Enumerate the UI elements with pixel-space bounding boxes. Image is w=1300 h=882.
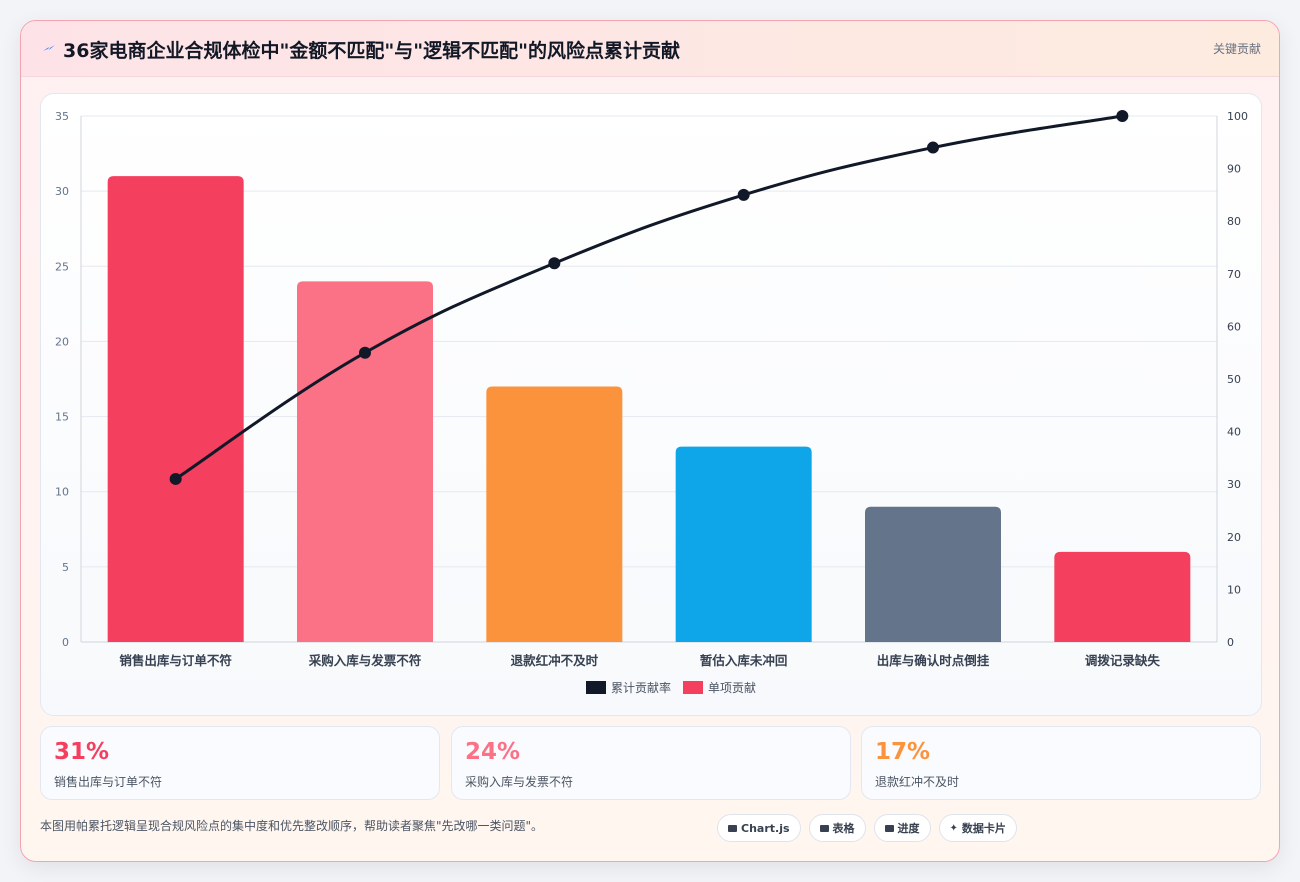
legend-swatch-line: [586, 681, 606, 694]
cumulative-point: [359, 346, 371, 359]
y-tick-left: 30: [55, 185, 69, 198]
y-tick-right: 60: [1227, 320, 1241, 333]
stat-value: 31%: [54, 739, 110, 765]
x-tick-label: 调拨记录缺失: [1085, 653, 1161, 668]
bar: [297, 281, 433, 642]
cumulative-line: [174, 114, 1123, 481]
legend-swatch-bar: [683, 681, 704, 694]
bar: [865, 506, 1001, 642]
chip-data-cards[interactable]: ✦ 数据卡片: [938, 814, 1017, 842]
lightning-icon: [43, 45, 55, 51]
stat-card: 31% 销售出库与订单不符: [40, 726, 440, 800]
y-tick-right: 40: [1227, 426, 1241, 439]
x-tick-label: 暂估入库未冲回: [700, 653, 788, 668]
bar: [675, 446, 812, 642]
chip-label: 进度: [897, 822, 920, 835]
chip-chartjs[interactable]: Chart.js: [717, 814, 801, 842]
y-tick-left: 10: [55, 486, 69, 499]
y-tick-left: 20: [55, 335, 69, 348]
stat-label: 退款红冲不及时: [875, 775, 960, 789]
y-tick-left: 0: [62, 636, 69, 649]
bar: [486, 386, 623, 642]
chart-panel: 0 5 10 15 20 25 30 35 0 10 20 30 40 50 60 70 80 90 100 销售出库…: [40, 93, 1262, 716]
stat-card: 24% 采购入库与发票不符: [451, 726, 851, 800]
y-tick-left: 5: [62, 561, 69, 574]
y-tick-left: 15: [55, 411, 69, 424]
card-header: 36家电商企业合规体检中"金额不匹配"与"逻辑不匹配"的风险点累计贡献 关键贡献: [21, 21, 1279, 77]
cumulative-point: [737, 188, 750, 201]
stat-card: 17% 退款红冲不及时: [861, 726, 1261, 800]
legend-item-cumulative[interactable]: 累计贡献率: [586, 679, 671, 696]
chip-label: 表格: [832, 822, 855, 835]
x-tick-label: 出库与确认时点倒挂: [877, 653, 990, 668]
y-tick-left: 35: [55, 110, 69, 123]
pareto-chart: 0 5 10 15 20 25 30 35 0 10 20 30 40 50 60 70 80 90 100 销售出库…: [55, 110, 1248, 668]
bar: [107, 176, 244, 642]
chip-label: Chart.js: [741, 821, 790, 835]
footer-note: 本图用帕累托逻辑呈现合规风险点的集中度和优先整改顺序，帮助读者聚焦"先改哪一类问…: [40, 819, 544, 833]
y-tick-right: 0: [1227, 636, 1234, 649]
x-tick-label: 退款红冲不及时: [511, 653, 599, 668]
y-tick-right: 100: [1227, 110, 1248, 123]
bar: [1054, 551, 1191, 642]
table-icon: [819, 824, 829, 832]
sparkle-icon: ✦: [949, 822, 958, 834]
y-tick-right: 80: [1227, 215, 1241, 228]
chip-table[interactable]: 表格: [808, 814, 866, 842]
legend-label: 单项贡献: [708, 681, 757, 695]
chart-legend: 累计贡献率 单项贡献: [586, 679, 756, 696]
y-tick-left: 25: [55, 260, 69, 273]
y-tick-right: 50: [1227, 373, 1241, 386]
y-tick-right: 90: [1227, 163, 1241, 176]
progress-icon: [884, 824, 894, 832]
stat-value: 24%: [465, 739, 521, 765]
cumulative-point: [169, 472, 182, 485]
y-tick-right: 70: [1227, 268, 1241, 281]
y-tick-right: 20: [1227, 531, 1241, 544]
cumulative-point: [1116, 110, 1129, 122]
legend-label: 累计贡献率: [611, 681, 672, 695]
chart-card: 36家电商企业合规体检中"金额不匹配"与"逻辑不匹配"的风险点累计贡献 关键贡献…: [20, 20, 1280, 862]
chip-progress[interactable]: 进度: [873, 814, 931, 842]
stat-value: 17%: [875, 739, 931, 765]
chip-label: 数据卡片: [961, 822, 1006, 835]
legend-item-single[interactable]: 单项贡献: [683, 679, 756, 696]
feature-chips: Chart.js 表格 进度 ✦ 数据卡片: [717, 814, 1017, 842]
cumulative-point: [927, 141, 939, 154]
stat-label: 采购入库与发票不符: [465, 775, 574, 789]
chart-icon: [728, 824, 737, 832]
x-tick-label: 销售出库与订单不符: [119, 653, 232, 668]
x-tick-label: 采购入库与发票不符: [308, 653, 422, 668]
stat-label: 销售出库与订单不符: [54, 775, 163, 789]
y-tick-right: 10: [1227, 583, 1241, 596]
page-title: 36家电商企业合规体检中"金额不匹配"与"逻辑不匹配"的风险点累计贡献: [63, 40, 681, 62]
y-tick-right: 30: [1227, 478, 1241, 491]
header-badge: 关键贡献: [1212, 42, 1261, 56]
cumulative-point: [548, 257, 561, 270]
